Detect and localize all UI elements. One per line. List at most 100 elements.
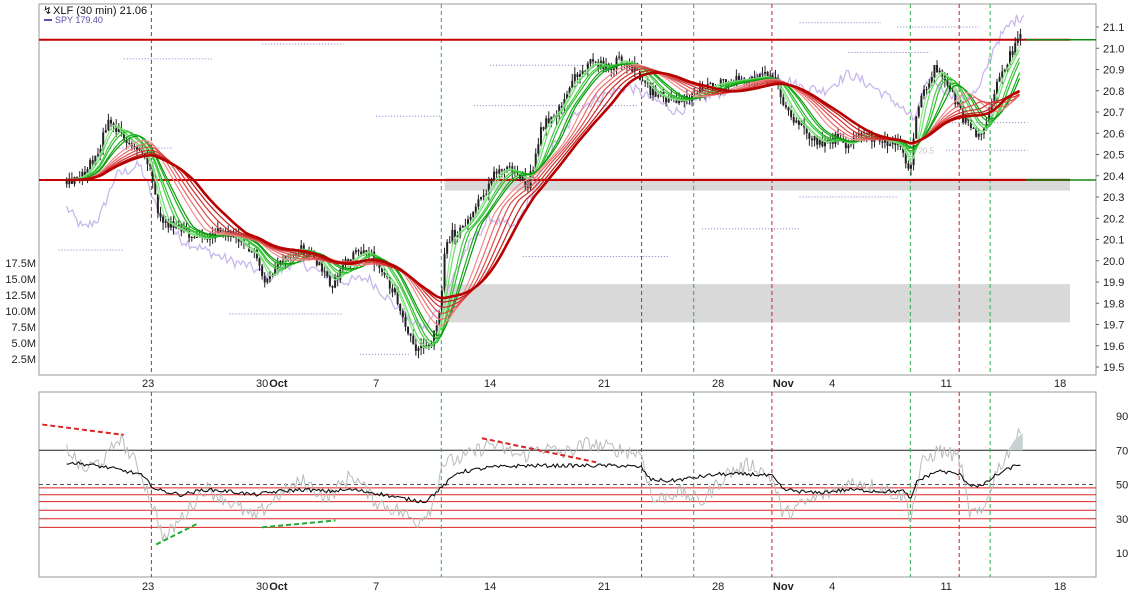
candle-body [995, 81, 998, 94]
candle-body [1019, 33, 1022, 39]
osc-tick-label-3: 70 [1116, 445, 1128, 457]
candle-body [805, 127, 808, 134]
ma-line-long-1 [66, 64, 1020, 321]
candle-body [545, 118, 548, 130]
osc-main-line [66, 460, 1021, 504]
candle-body [453, 229, 456, 238]
candle-body [946, 80, 949, 86]
candle-body [790, 110, 793, 118]
price-tick-label-10: 20.5 [1103, 150, 1124, 162]
candle-body [115, 125, 118, 132]
candle-body [954, 91, 957, 105]
candle-body [123, 130, 126, 140]
candle-body [904, 152, 907, 164]
candle-body [891, 140, 894, 145]
candle-body [99, 148, 102, 155]
candle-body [586, 63, 589, 72]
candle-body [615, 57, 618, 69]
candle-body [930, 77, 933, 84]
x-tick-label-osc-8: 4 [829, 581, 835, 593]
candle-body [352, 252, 355, 260]
candle-body [1003, 69, 1006, 72]
volume-tick-label-6: 17.5M [5, 258, 36, 270]
candle-body [909, 165, 912, 169]
candle-body [133, 146, 136, 148]
candle-body [925, 89, 928, 91]
candle-body [357, 250, 360, 252]
candle-body [104, 130, 107, 133]
candle-body [810, 138, 813, 141]
candle-body [89, 160, 92, 170]
candle-body [764, 71, 767, 74]
osc-tick-label-4: 90 [1116, 411, 1128, 423]
legend-icon: ↯ [43, 5, 52, 17]
candle-body [737, 75, 740, 80]
candle-body [185, 228, 188, 232]
candle-body [159, 213, 162, 217]
candle-body [474, 206, 477, 212]
candle-body [404, 316, 407, 327]
legend-main-label: XLF (30 min) 21.06 [53, 5, 147, 17]
candle-body [117, 128, 120, 132]
candle-body [584, 70, 587, 72]
candle-body [433, 331, 436, 346]
candle-body [125, 139, 128, 144]
x-tick-label-osc-4: 14 [484, 581, 496, 593]
candle-body [146, 157, 149, 165]
candle-body [956, 102, 959, 105]
candle-body [735, 75, 738, 82]
candle-body [91, 160, 94, 164]
candle-body [618, 56, 621, 58]
candle-body [255, 250, 258, 259]
price-tick-label-15: 21.0 [1103, 43, 1124, 55]
osc-tick-label-1: 30 [1116, 514, 1128, 526]
x-tick-label-osc-9: 11 [940, 581, 951, 593]
candle-body [821, 139, 824, 147]
candle-body [112, 123, 115, 126]
candle-body [219, 227, 222, 235]
support-zone-0 [444, 177, 1070, 191]
candle-body [868, 132, 871, 134]
price-tick-label-16: 21.1 [1103, 22, 1124, 34]
x-tick-label-osc-3: 7 [373, 581, 379, 593]
x-tick-label-main-8: 4 [829, 378, 835, 390]
candle-body [318, 261, 321, 266]
candle-body [401, 310, 404, 317]
candle-body [360, 251, 363, 255]
candle-body [675, 98, 678, 104]
x-tick-label-main-6: 28 [712, 378, 724, 390]
candle-body [443, 253, 446, 291]
candle-body [722, 79, 725, 81]
candle-body [709, 82, 712, 85]
candle-body [451, 229, 454, 242]
candle-body [427, 344, 430, 346]
candle-body [670, 95, 673, 99]
candle-body [920, 95, 923, 107]
x-tick-label-main-1: 30 [256, 378, 268, 390]
x-tick-label-main-3: 7 [373, 378, 379, 390]
candle-body [972, 128, 975, 130]
candle-body [628, 64, 631, 67]
x-tick-label-main-5: 21 [598, 378, 610, 390]
candle-body [107, 119, 110, 131]
candle-body [65, 180, 68, 185]
support-zone-1 [444, 284, 1070, 323]
candle-body [576, 74, 579, 78]
candle-body [886, 137, 889, 146]
candle-body [579, 74, 582, 78]
candle-body [542, 127, 545, 130]
candle-body [949, 85, 952, 91]
x-tick-label-osc-6: 28 [712, 581, 724, 593]
candle-body [482, 195, 485, 198]
candle-body [169, 220, 172, 228]
candle-body [847, 144, 850, 149]
candle-body [641, 79, 644, 81]
candle-body [485, 194, 488, 196]
x-tick-label-main-4: 14 [484, 378, 496, 390]
candle-body [581, 70, 584, 75]
candle-body [766, 71, 769, 80]
candle-body [396, 287, 399, 305]
candle-body [560, 106, 563, 108]
